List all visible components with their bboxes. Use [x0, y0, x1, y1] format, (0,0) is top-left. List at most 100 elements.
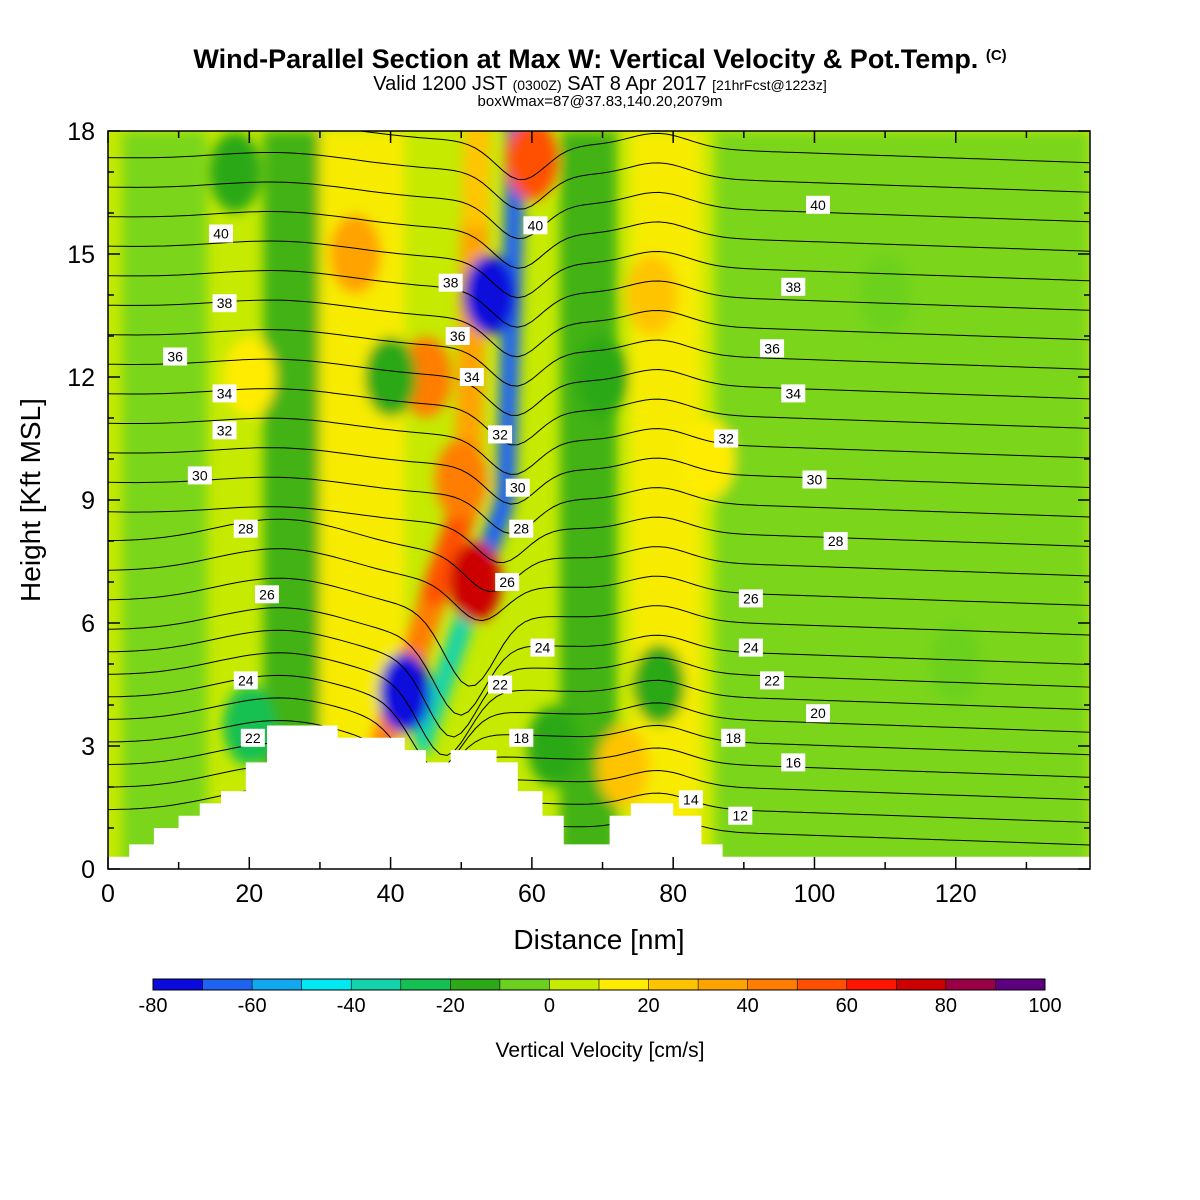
contour-label-box	[738, 589, 763, 608]
isentrope-line	[108, 417, 1090, 476]
contour-label-mid: 26	[495, 573, 520, 591]
x-tick-label: 120	[935, 880, 977, 908]
isentrope-line	[108, 506, 1090, 564]
contour-label-box	[509, 728, 534, 747]
isentrope-line	[108, 719, 1090, 795]
contour-labels: 12 14 16 18 20 22 24 26 28 30 32 34 36 38 40 22 24 26 28 30…	[163, 195, 848, 825]
contour-label-right: 20	[806, 704, 831, 723]
contour-label-box	[738, 638, 763, 657]
w-feature	[449, 542, 502, 622]
w-feature	[364, 337, 417, 417]
contour-label-mid: 32	[488, 425, 513, 444]
contour-label-text: 36	[450, 328, 466, 344]
contour-label-text: 28	[238, 521, 254, 537]
colorbar-swatch	[599, 979, 650, 990]
x-tick-label: 60	[518, 880, 546, 908]
contour-label-mid: 38	[438, 273, 463, 292]
y-axis-label: Height [Kft MSL]	[15, 398, 46, 602]
contour-label-right: 30	[802, 470, 827, 489]
colorbar-swatch	[648, 979, 699, 990]
contour-label-box	[781, 384, 806, 403]
contour-label-box	[233, 671, 258, 690]
isentrope-line	[108, 211, 1090, 269]
contour-label-mid: 18	[509, 728, 534, 747]
contour-label-left: 38	[212, 294, 237, 313]
contour-label-box	[781, 277, 806, 296]
w-feature	[527, 706, 580, 786]
y-tick-label: 12	[67, 364, 95, 392]
contour-label-box	[760, 339, 785, 358]
contour-label-text: 18	[725, 730, 741, 746]
contour-label-text: 32	[492, 426, 508, 442]
contour-label-box	[760, 671, 785, 690]
colorbar-tick-label: -20	[436, 995, 465, 1017]
isentrope-line	[108, 152, 1090, 210]
colorbar-swatch	[400, 979, 451, 990]
contour-label-box	[212, 294, 237, 313]
colorbar-tick-label: 40	[737, 995, 759, 1017]
isentrope-line	[356, 131, 1090, 181]
contour-label-left: 22	[240, 728, 265, 747]
contour-label-text: 22	[764, 672, 780, 688]
y-tick-label: 9	[81, 487, 95, 515]
w-feature	[329, 214, 382, 294]
contour-label-right: 18	[721, 728, 746, 747]
contour-label-mid: 22	[488, 675, 513, 694]
contour-label-box	[678, 790, 703, 809]
contour-label-box	[495, 573, 520, 591]
contour-label-right: 26	[738, 589, 763, 608]
contour-label-left: 24	[233, 671, 258, 690]
contour-label-box	[728, 806, 753, 825]
contour-label-mid: 34	[459, 368, 484, 386]
contour-label-text: 32	[718, 431, 734, 447]
contour-label-box	[212, 384, 237, 403]
w-feature	[597, 726, 650, 807]
colorbar-swatch	[945, 979, 996, 990]
contour-label-right: 36	[760, 339, 785, 358]
colorbar-swatch	[252, 979, 303, 990]
y-tick-label: 15	[67, 241, 95, 269]
colorbar-swatch	[351, 979, 402, 990]
isentrope-line	[108, 388, 1090, 446]
y-tick-label: 0	[81, 856, 95, 884]
colorbar-tick-label: 20	[637, 995, 659, 1017]
contour-label-text: 36	[167, 349, 183, 365]
colorbar-swatch	[797, 979, 848, 990]
contour-label-text: 36	[764, 340, 780, 356]
isentrope-line	[108, 181, 1090, 240]
isentrope-line	[108, 697, 1090, 782]
w-feature	[209, 132, 262, 212]
contour-label-box	[488, 675, 513, 694]
contour-label-text: 40	[528, 217, 544, 233]
contour-label-text: 22	[492, 677, 508, 693]
contour-label-text: 22	[245, 730, 261, 746]
contour-label-text: 18	[513, 730, 529, 746]
colorbar-swatch	[846, 979, 897, 990]
contour-label-left: 32	[212, 421, 237, 440]
x-tick-label: 0	[101, 880, 115, 908]
isentrope-line	[108, 518, 1090, 593]
contour-label-right: 12	[728, 806, 753, 825]
contour-label-box	[523, 216, 548, 235]
contour-label-right: 24	[738, 638, 763, 657]
contour-label-left: 30	[187, 466, 212, 485]
chart-title: Wind-Parallel Section at Max W: Vertical…	[193, 44, 1007, 74]
w-feature	[859, 255, 912, 335]
w-feature	[576, 337, 629, 417]
w-feature	[463, 255, 516, 335]
contour-label-right: 34	[781, 384, 806, 403]
contour-label-text: 38	[443, 275, 459, 291]
w-feature	[378, 652, 431, 733]
x-tick-label: 40	[377, 880, 405, 908]
contour-label-text: 40	[810, 197, 826, 213]
potential-temperature-contours	[108, 131, 1090, 846]
contour-label-text: 26	[259, 586, 275, 602]
contour-label-text: 26	[743, 590, 759, 606]
contour-label-text: 28	[828, 533, 844, 549]
contour-label-box	[233, 519, 258, 538]
isentrope-line	[108, 476, 1090, 535]
contour-label-text: 32	[217, 422, 233, 438]
contour-label-left: 28	[233, 519, 258, 538]
isentrope-line	[108, 269, 1090, 328]
